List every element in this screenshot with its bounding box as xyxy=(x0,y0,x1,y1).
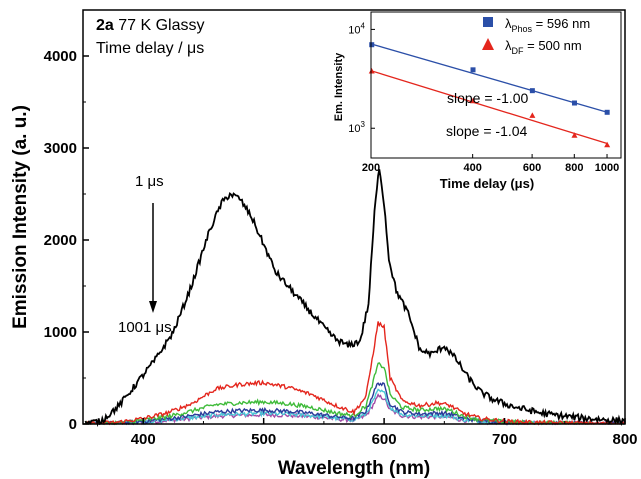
sample-condition: 77 K Glassy xyxy=(114,17,205,34)
inset-point-phos xyxy=(529,88,535,94)
y-tick-label-4000: 4000 xyxy=(44,48,77,65)
inset-fit-line-0 xyxy=(371,43,608,113)
main-series-group xyxy=(84,169,626,428)
main-x-axis-label: Wavelength (nm) xyxy=(278,458,430,479)
slope-annotation-phos: slope = -1.00 xyxy=(447,90,529,106)
delay-arrow-head xyxy=(149,301,157,313)
slope-annotation-df: slope = -1.04 xyxy=(446,123,528,139)
inset-point-phos xyxy=(604,109,610,115)
x-tick-label-600: 600 xyxy=(372,431,397,448)
legend-df-subscript: DF xyxy=(512,46,524,56)
legend-marker-df xyxy=(482,38,494,50)
spectrum-line-201us xyxy=(85,321,625,426)
inset-point-phos xyxy=(470,67,476,73)
inset-x-tick-label-200: 200 xyxy=(362,162,380,174)
inset-point-phos xyxy=(571,100,577,106)
legend-label-phos: λPhos = 596 nm xyxy=(505,16,590,34)
main-plot-frame xyxy=(82,9,626,425)
inset-point-df xyxy=(571,132,578,138)
spectrum-line-1us xyxy=(84,169,626,428)
inset-data-points xyxy=(368,42,611,148)
y-tick-label-0: 0 xyxy=(69,416,77,433)
inset-x-tick-label-600: 600 xyxy=(523,162,541,174)
inset-x-axis-label: Time delay (μs) xyxy=(440,176,534,191)
x-tick-label-700: 700 xyxy=(492,431,517,448)
main-y-axis-label: Emission Intensity (a. u.) xyxy=(10,105,31,329)
y-tick-label-2000: 2000 xyxy=(44,232,77,249)
end-delay-label: 1001 μs xyxy=(118,319,172,336)
inset-y-ticks: 103 104 xyxy=(348,21,375,135)
x-tick-label-400: 400 xyxy=(131,431,156,448)
inset-frame xyxy=(370,11,622,159)
main-y-ticks: 0 1000 2000 3000 4000 xyxy=(44,9,89,433)
y-tick-label-1000: 1000 xyxy=(44,324,77,341)
inset-legend: λPhos = 596 nm λDF = 500 nm xyxy=(482,16,590,56)
x-tick-label-500: 500 xyxy=(251,431,276,448)
time-delay-label: Time delay / μs xyxy=(96,40,204,57)
inset-x-ticks: 200 400 600 800 1000 xyxy=(362,154,619,174)
legend-phos-wavelength: = 596 nm xyxy=(532,16,590,31)
inset-y-tick-label: 103 xyxy=(348,120,365,135)
inset-x-tick-label-400: 400 xyxy=(463,162,481,174)
inset-y-tick-label: 104 xyxy=(348,21,365,36)
legend-phos-symbol: λ xyxy=(505,16,512,31)
main-plot: 400 500 600 700 800 0 1000 2000 3000 4000 Wavele… xyxy=(10,9,638,479)
start-delay-label: 1 μs xyxy=(135,173,164,190)
inset-x-tick-label-800: 800 xyxy=(565,162,583,174)
inset-point-df xyxy=(368,67,375,74)
inset-point-df xyxy=(529,112,536,118)
inset-point-df xyxy=(604,141,611,148)
inset-fit-lines xyxy=(371,43,608,145)
x-tick-label-800: 800 xyxy=(612,431,637,448)
legend-df-symbol: λ xyxy=(505,38,512,53)
inset-x-tick-label-1000: 1000 xyxy=(595,162,619,174)
legend-marker-phos xyxy=(483,17,493,27)
y-tick-label-3000: 3000 xyxy=(44,140,77,157)
inset-fit-line-1 xyxy=(371,70,608,145)
legend-phos-subscript: Phos xyxy=(512,24,533,34)
sample-id: 2a xyxy=(96,17,114,34)
legend-df-wavelength: = 500 nm xyxy=(524,38,582,53)
main-x-ticks: 400 500 600 700 800 xyxy=(82,418,638,448)
inset-background xyxy=(371,12,621,158)
inset-point-phos xyxy=(369,42,375,48)
inset-point-df xyxy=(470,97,477,104)
sample-label: 2a 77 K Glassy xyxy=(96,17,205,34)
inset-y-axis-label: Em. Intensity xyxy=(333,52,345,121)
legend-label-df: λDF = 500 nm xyxy=(505,38,582,56)
